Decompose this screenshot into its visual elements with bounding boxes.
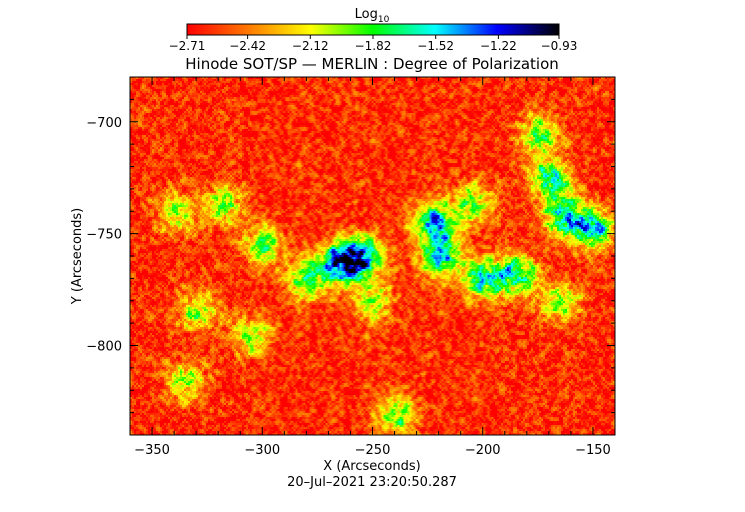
y-tick-label: −700 (86, 116, 122, 131)
x-tick-label: −150 (575, 443, 611, 458)
colorbar-label: Log10 (355, 7, 390, 25)
x-tick-label: −350 (134, 443, 170, 458)
colorbar-tick-label: −1.52 (417, 39, 454, 53)
colorbar-tick-label: −1.82 (355, 39, 392, 53)
x-axis-ticks: −350 −300 −250 −200 −150 (129, 77, 616, 458)
timestamp: 20–Jul–2021 23:20:50.287 (287, 475, 457, 490)
x-tick-label: −250 (355, 443, 391, 458)
x-axis-label: X (Arcseconds) (323, 459, 420, 474)
colorbar-ticks: −2.71 −2.42 −2.12 −1.82 −1.52 −1.22 −0.93 (169, 35, 578, 53)
colorbar-tick-label: −2.71 (169, 39, 206, 53)
x-tick-label: −200 (465, 443, 501, 458)
chart-title: Hinode SOT/SP — MERLIN : Degree of Polar… (185, 55, 559, 73)
heatmap-image (130, 77, 615, 435)
colorbar-tick-label: −2.42 (229, 39, 266, 53)
y-axis-ticks: −700 −750 −800 (86, 76, 615, 436)
x-tick-label: −300 (244, 443, 280, 458)
colorbar (186, 23, 560, 36)
colorbar-tick-label: −1.22 (480, 39, 517, 53)
y-axis-label: Y (Arcseconds) (70, 208, 85, 305)
y-tick-label: −800 (86, 340, 122, 355)
y-tick-label: −750 (86, 228, 122, 243)
colorbar-tick-label: −0.93 (541, 39, 578, 53)
heatmap-area (129, 76, 616, 436)
colorbar-tick-label: −2.12 (292, 39, 329, 53)
